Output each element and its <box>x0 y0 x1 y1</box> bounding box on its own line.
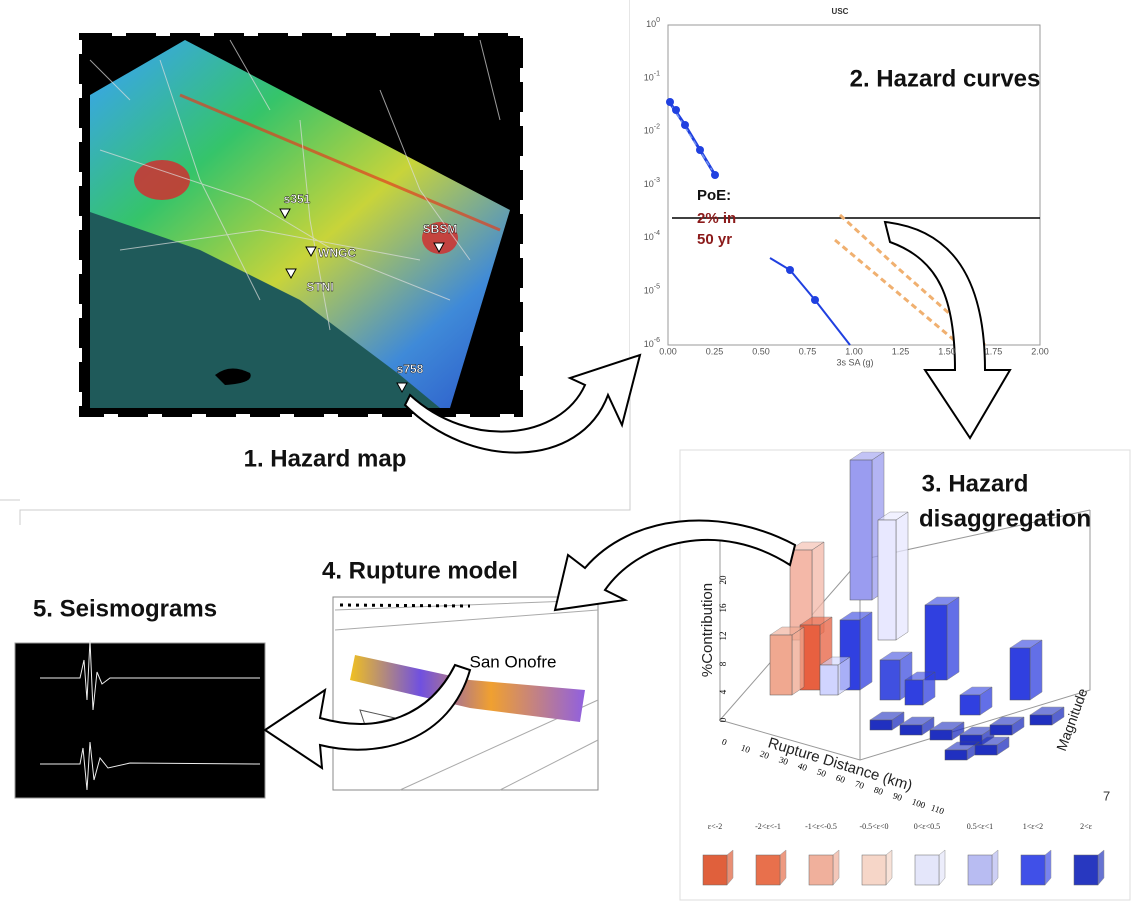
z-tick-label: 16 <box>718 603 728 613</box>
bar-side <box>947 597 959 680</box>
bar-front <box>945 750 967 760</box>
station-label: STNI <box>306 280 333 294</box>
tick-base: 10 <box>644 233 654 243</box>
bar-front <box>930 730 952 740</box>
station-label: s758 <box>397 362 424 376</box>
panel-title: 4. Rupture model <box>322 557 518 584</box>
bar-side <box>792 627 804 695</box>
bar-front <box>975 745 997 755</box>
site-label: San Onofre <box>470 652 557 671</box>
legend-swatch <box>703 855 727 885</box>
x-tick-label: 0.75 <box>799 346 817 356</box>
page: {"hazard_map": {"title": "1. Hazard map"… <box>0 0 1135 901</box>
bar-front <box>960 695 980 715</box>
x-tick-label: 1.50 <box>938 346 956 356</box>
tick-exp: -3 <box>654 177 660 184</box>
z-tick-label: 12 <box>718 632 728 641</box>
z-tick-label: 4 <box>718 689 728 694</box>
disagg-bar <box>770 627 804 695</box>
chart-title: USC <box>832 7 849 16</box>
station-label: s351 <box>284 192 311 206</box>
x-tick-label: 2.00 <box>1031 346 1049 356</box>
legend-label: 0.5<ε<1 <box>967 822 993 831</box>
tick-base: 10 <box>646 19 656 29</box>
disagg-bar <box>925 597 959 680</box>
x-tick-label: 1.00 <box>845 346 863 356</box>
tick-exp: -2 <box>654 123 660 130</box>
legend-swatch <box>1074 855 1098 885</box>
panel-title: 1. Hazard map <box>244 445 407 472</box>
figure: ε<-2 -2<ε<-1 -1<ε<-0.5 -0.5<ε<0 0<ε<0.5 0.5<ε… <box>0 0 1135 901</box>
legend-swatch <box>809 855 833 885</box>
tick-exp: -6 <box>654 337 660 344</box>
legend-swatch <box>1021 855 1045 885</box>
tick-exp: -1 <box>654 70 660 77</box>
tick-base: 10 <box>644 286 654 296</box>
poe-annotation: 2% in <box>697 210 736 227</box>
tick-base: 10 <box>644 339 654 349</box>
x-tick-label: 0.25 <box>706 346 724 356</box>
legend-label: 2<ε <box>1080 822 1093 831</box>
legend-label: -1<ε<-0.5 <box>805 822 837 831</box>
tick-exp: -4 <box>654 230 660 237</box>
bar-front <box>925 605 947 680</box>
z-tick-label: 20 <box>718 575 728 585</box>
legend-label: -0.5<ε<0 <box>859 822 888 831</box>
tick-exp: -5 <box>654 283 660 290</box>
disagg-bar <box>878 512 908 640</box>
station-label: SBSM <box>423 222 458 236</box>
legend-label: 0<ε<0.5 <box>914 822 940 831</box>
legend-label: ε<-2 <box>708 822 723 831</box>
tick-base: 10 <box>644 73 654 83</box>
seismograms <box>15 640 265 798</box>
bar-front <box>870 720 892 730</box>
x-tick-label: 1.75 <box>985 346 1003 356</box>
bar-side <box>860 612 872 690</box>
panel-title: 3. Hazard <box>922 470 1029 497</box>
z-tick-label: 8 <box>718 661 728 666</box>
bar-front <box>880 660 900 700</box>
bar-front <box>770 635 792 695</box>
panel-title: disaggregation <box>919 505 1091 532</box>
tick-base: 10 <box>644 126 654 136</box>
corner-note: 7 <box>1103 788 1110 803</box>
bar-front <box>820 665 838 695</box>
z-axis-label: %Contribution <box>699 583 716 677</box>
legend-swatch <box>968 855 992 885</box>
poe-annotation: PoE: <box>697 187 731 204</box>
bar-front <box>1010 648 1030 700</box>
bar-front <box>850 460 872 600</box>
rupture-model <box>333 597 598 790</box>
bar-front <box>990 725 1012 735</box>
legend-label: 1<ε<2 <box>1023 822 1043 831</box>
disagg-bar <box>905 672 935 705</box>
bar-front <box>905 680 923 705</box>
x-tick-label: 0.50 <box>752 346 770 356</box>
disagg-bar <box>1010 640 1042 700</box>
x-axis-label: 3s SA (g) <box>836 357 873 367</box>
panel-title: 5. Seismograms <box>33 595 217 622</box>
tick-exp: 0 <box>656 17 660 24</box>
x-tick-label: 0.00 <box>659 346 677 356</box>
z-tick-label: 0 <box>718 717 728 722</box>
x-tick-label: 1.25 <box>892 346 910 356</box>
bar-side <box>1030 640 1042 700</box>
legend-swatch <box>862 855 886 885</box>
station-label: WNGC <box>318 246 356 260</box>
legend-swatch <box>756 855 780 885</box>
panel-title: 2. Hazard curves <box>850 65 1041 92</box>
bar-front <box>900 725 922 735</box>
poe-annotation: 50 yr <box>697 231 732 248</box>
bar-front <box>878 520 896 640</box>
legend-label: -2<ε<-1 <box>755 822 781 831</box>
disagg-bar <box>820 657 850 695</box>
bar-side <box>896 512 908 640</box>
legend-swatch <box>915 855 939 885</box>
tick-base: 10 <box>644 179 654 189</box>
hazard-curve-plot <box>630 0 1045 360</box>
bar-front <box>1030 715 1052 725</box>
